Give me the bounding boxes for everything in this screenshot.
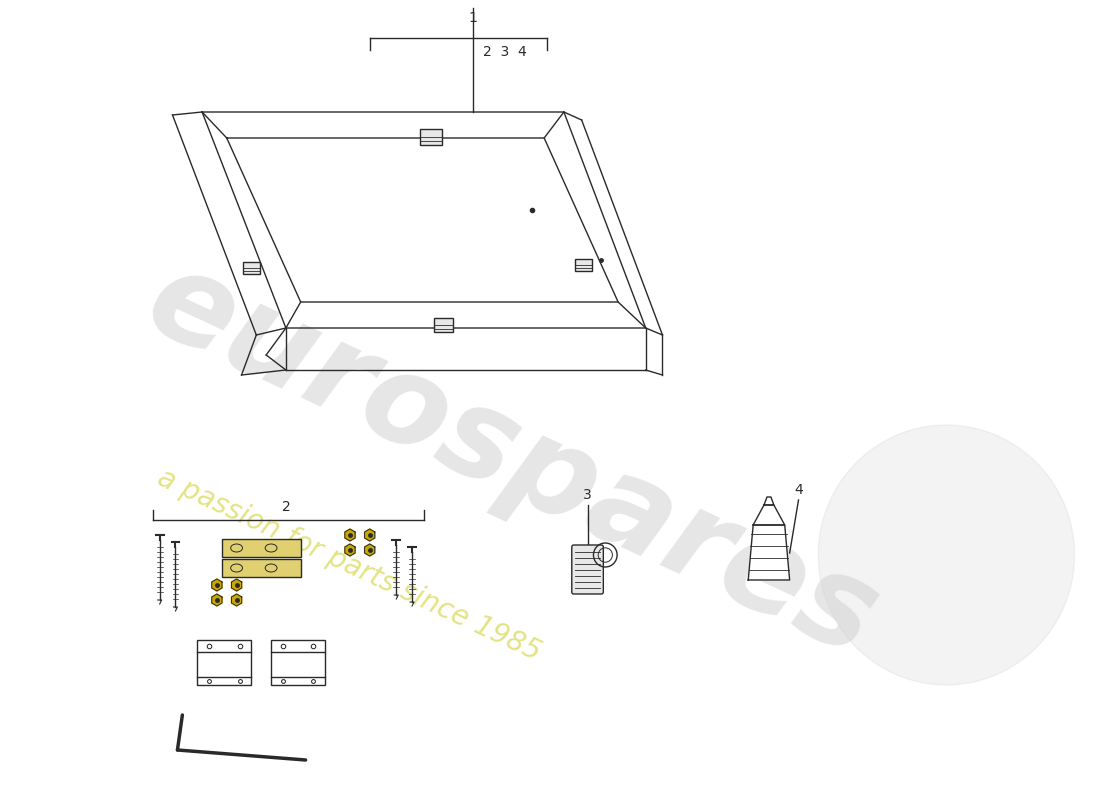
Text: 4: 4 xyxy=(794,483,803,497)
Polygon shape xyxy=(364,544,375,556)
Text: 1: 1 xyxy=(469,11,477,25)
FancyBboxPatch shape xyxy=(197,640,252,685)
Polygon shape xyxy=(818,425,1075,685)
Text: 3: 3 xyxy=(583,488,592,502)
FancyBboxPatch shape xyxy=(271,640,326,685)
FancyBboxPatch shape xyxy=(433,318,453,332)
Polygon shape xyxy=(364,529,375,541)
FancyBboxPatch shape xyxy=(574,258,593,271)
FancyBboxPatch shape xyxy=(222,559,300,577)
FancyBboxPatch shape xyxy=(572,545,603,594)
FancyBboxPatch shape xyxy=(420,130,441,145)
Text: 2: 2 xyxy=(282,500,290,514)
Polygon shape xyxy=(764,497,774,505)
FancyBboxPatch shape xyxy=(222,539,300,557)
FancyBboxPatch shape xyxy=(242,262,261,274)
Polygon shape xyxy=(231,594,242,606)
Text: 2  3  4: 2 3 4 xyxy=(483,45,527,59)
Polygon shape xyxy=(748,525,790,580)
Text: a passion for parts since 1985: a passion for parts since 1985 xyxy=(153,464,544,666)
Text: eurospares: eurospares xyxy=(129,238,895,682)
Polygon shape xyxy=(344,544,355,556)
Polygon shape xyxy=(231,579,242,591)
Polygon shape xyxy=(344,529,355,541)
Polygon shape xyxy=(212,579,222,591)
Polygon shape xyxy=(754,505,784,525)
Polygon shape xyxy=(212,594,222,606)
